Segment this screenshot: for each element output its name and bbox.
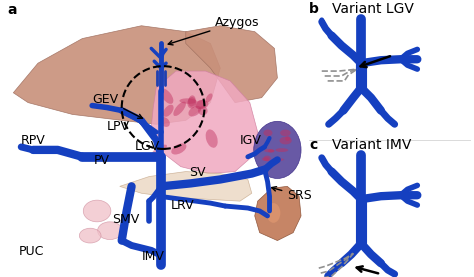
Text: IMV: IMV	[141, 250, 164, 263]
Polygon shape	[120, 171, 252, 201]
Text: IGV: IGV	[240, 134, 262, 147]
Text: a: a	[8, 3, 17, 17]
Ellipse shape	[194, 100, 209, 109]
Text: b: b	[309, 2, 319, 16]
Ellipse shape	[188, 106, 201, 116]
Ellipse shape	[152, 145, 167, 156]
Text: PV: PV	[94, 154, 110, 167]
Ellipse shape	[173, 102, 186, 116]
Ellipse shape	[188, 95, 196, 107]
Ellipse shape	[264, 156, 271, 161]
Ellipse shape	[79, 228, 101, 243]
Ellipse shape	[198, 106, 208, 115]
Text: RPV: RPV	[21, 134, 46, 147]
Text: SV: SV	[189, 166, 205, 179]
Polygon shape	[186, 26, 277, 102]
Text: PUC: PUC	[18, 245, 44, 258]
Text: Variant IMV: Variant IMV	[332, 138, 411, 152]
Text: SRS: SRS	[272, 187, 312, 202]
Ellipse shape	[264, 130, 273, 136]
Ellipse shape	[268, 149, 274, 153]
Text: LRV: LRV	[171, 199, 195, 212]
Ellipse shape	[266, 203, 280, 223]
Ellipse shape	[264, 149, 274, 152]
Ellipse shape	[206, 93, 212, 102]
Ellipse shape	[160, 88, 173, 104]
Polygon shape	[255, 186, 301, 240]
Text: LPV: LPV	[107, 120, 130, 133]
Polygon shape	[151, 71, 258, 174]
Ellipse shape	[187, 97, 196, 109]
Text: c: c	[309, 138, 317, 152]
Ellipse shape	[206, 129, 218, 148]
Ellipse shape	[262, 157, 269, 161]
Ellipse shape	[272, 158, 284, 161]
Ellipse shape	[280, 137, 292, 144]
Text: GEV: GEV	[92, 93, 143, 118]
Ellipse shape	[171, 143, 186, 155]
Text: SMV: SMV	[112, 213, 139, 226]
Ellipse shape	[254, 121, 301, 178]
Polygon shape	[13, 26, 220, 124]
Ellipse shape	[275, 148, 288, 152]
Ellipse shape	[160, 117, 170, 127]
Text: LGV: LGV	[135, 140, 160, 153]
Ellipse shape	[280, 130, 291, 136]
Ellipse shape	[98, 222, 122, 240]
Ellipse shape	[83, 200, 111, 222]
Text: Variant LGV: Variant LGV	[332, 2, 413, 16]
Text: Azygos: Azygos	[168, 16, 260, 45]
Ellipse shape	[163, 105, 173, 117]
Ellipse shape	[285, 136, 291, 141]
Ellipse shape	[196, 100, 206, 109]
Ellipse shape	[180, 98, 197, 104]
